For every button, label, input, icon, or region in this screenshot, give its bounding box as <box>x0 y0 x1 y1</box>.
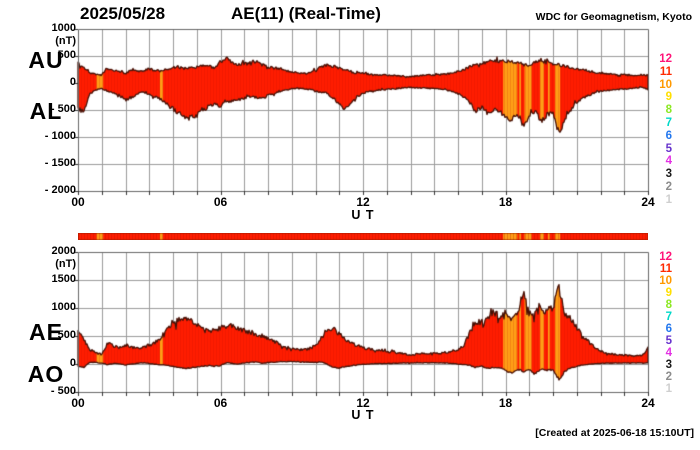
al-axis-label: AL <box>29 98 63 124</box>
station-count-bar-canvas <box>78 233 648 240</box>
y-tick-label: - 500 <box>50 103 76 115</box>
y-tick-label: 2000 <box>51 245 76 257</box>
legend-station-count-2: 2 <box>665 371 672 383</box>
legend-station-count-12: 12 <box>659 53 672 65</box>
y-tick-label: - 2000 <box>44 184 76 196</box>
x-tick-label: 00 <box>71 195 85 209</box>
legend-station-count-1: 1 <box>665 383 672 395</box>
y-tick-label: - 1500 <box>44 157 76 169</box>
y-tick-label: 500 <box>57 49 76 61</box>
y-tick-label: - 500 <box>50 385 76 397</box>
legend-station-count-10: 10 <box>659 78 672 91</box>
x-tick-label: 12 <box>356 396 370 410</box>
legend-station-count-12: 12 <box>659 251 672 263</box>
wdc-credit: WDC for Geomagnetism, Kyoto <box>535 11 692 23</box>
y-tick-label: 500 <box>57 329 76 341</box>
legend-station-count-5: 5 <box>665 335 672 347</box>
legend-station-count-10: 10 <box>659 275 672 287</box>
legend-station-count-6: 6 <box>665 323 672 335</box>
legend-station-count-7: 7 <box>665 311 672 323</box>
legend-station-count-8: 8 <box>665 299 672 311</box>
plot-title: AE(11) (Real-Time) <box>231 4 381 23</box>
x-tick-label: 24 <box>641 396 655 410</box>
ao-axis-label: AO <box>27 361 65 387</box>
y-axis-unit-label: (nT) <box>55 35 76 47</box>
legend-station-count-7: 7 <box>665 117 672 129</box>
legend-station-count-9: 9 <box>665 91 672 104</box>
au-axis-label: AU <box>28 47 64 73</box>
x-tick-label: 12 <box>356 195 370 209</box>
legend-station-count-8: 8 <box>665 104 672 117</box>
x-tick-label: 18 <box>498 195 513 209</box>
au-al-chart-canvas <box>66 25 656 201</box>
ut-axis-label-bottom: U T <box>351 408 375 422</box>
created-timestamp: [Created at 2025-06-18 15:10UT] <box>535 427 694 439</box>
legend-station-count-11: 11 <box>659 65 672 78</box>
legend-station-count-3: 3 <box>665 168 672 181</box>
x-tick-label: 00 <box>71 396 85 410</box>
x-tick-label: 06 <box>213 195 228 209</box>
ut-axis-label-top: U T <box>351 208 375 222</box>
y-tick-label: 0 <box>69 357 76 369</box>
y-tick-label: 0 <box>69 76 76 88</box>
y-axis-unit-label: (nT) <box>55 258 76 270</box>
legend-station-count-2: 2 <box>665 181 672 193</box>
ae-ao-chart-canvas <box>66 248 656 402</box>
legend-station-count-9: 9 <box>665 287 672 299</box>
legend-station-count-1: 1 <box>665 193 672 206</box>
legend-station-count-11: 11 <box>659 263 672 275</box>
y-tick-label: 1000 <box>51 22 76 34</box>
legend-station-count-5: 5 <box>665 142 672 155</box>
legend-station-count-4: 4 <box>665 347 672 359</box>
legend-station-count-4: 4 <box>665 155 672 168</box>
legend-station-count-3: 3 <box>665 359 672 371</box>
y-tick-label: - 1000 <box>44 130 76 142</box>
legend-station-count-6: 6 <box>665 129 672 142</box>
y-tick-label: 1500 <box>51 273 76 285</box>
plot-date: 2025/05/28 <box>80 4 166 23</box>
x-tick-label: 18 <box>498 396 513 410</box>
y-tick-label: 1000 <box>51 301 76 313</box>
ae-axis-label: AE <box>29 319 63 345</box>
x-tick-label: 06 <box>213 396 228 410</box>
x-tick-label: 24 <box>641 195 655 209</box>
